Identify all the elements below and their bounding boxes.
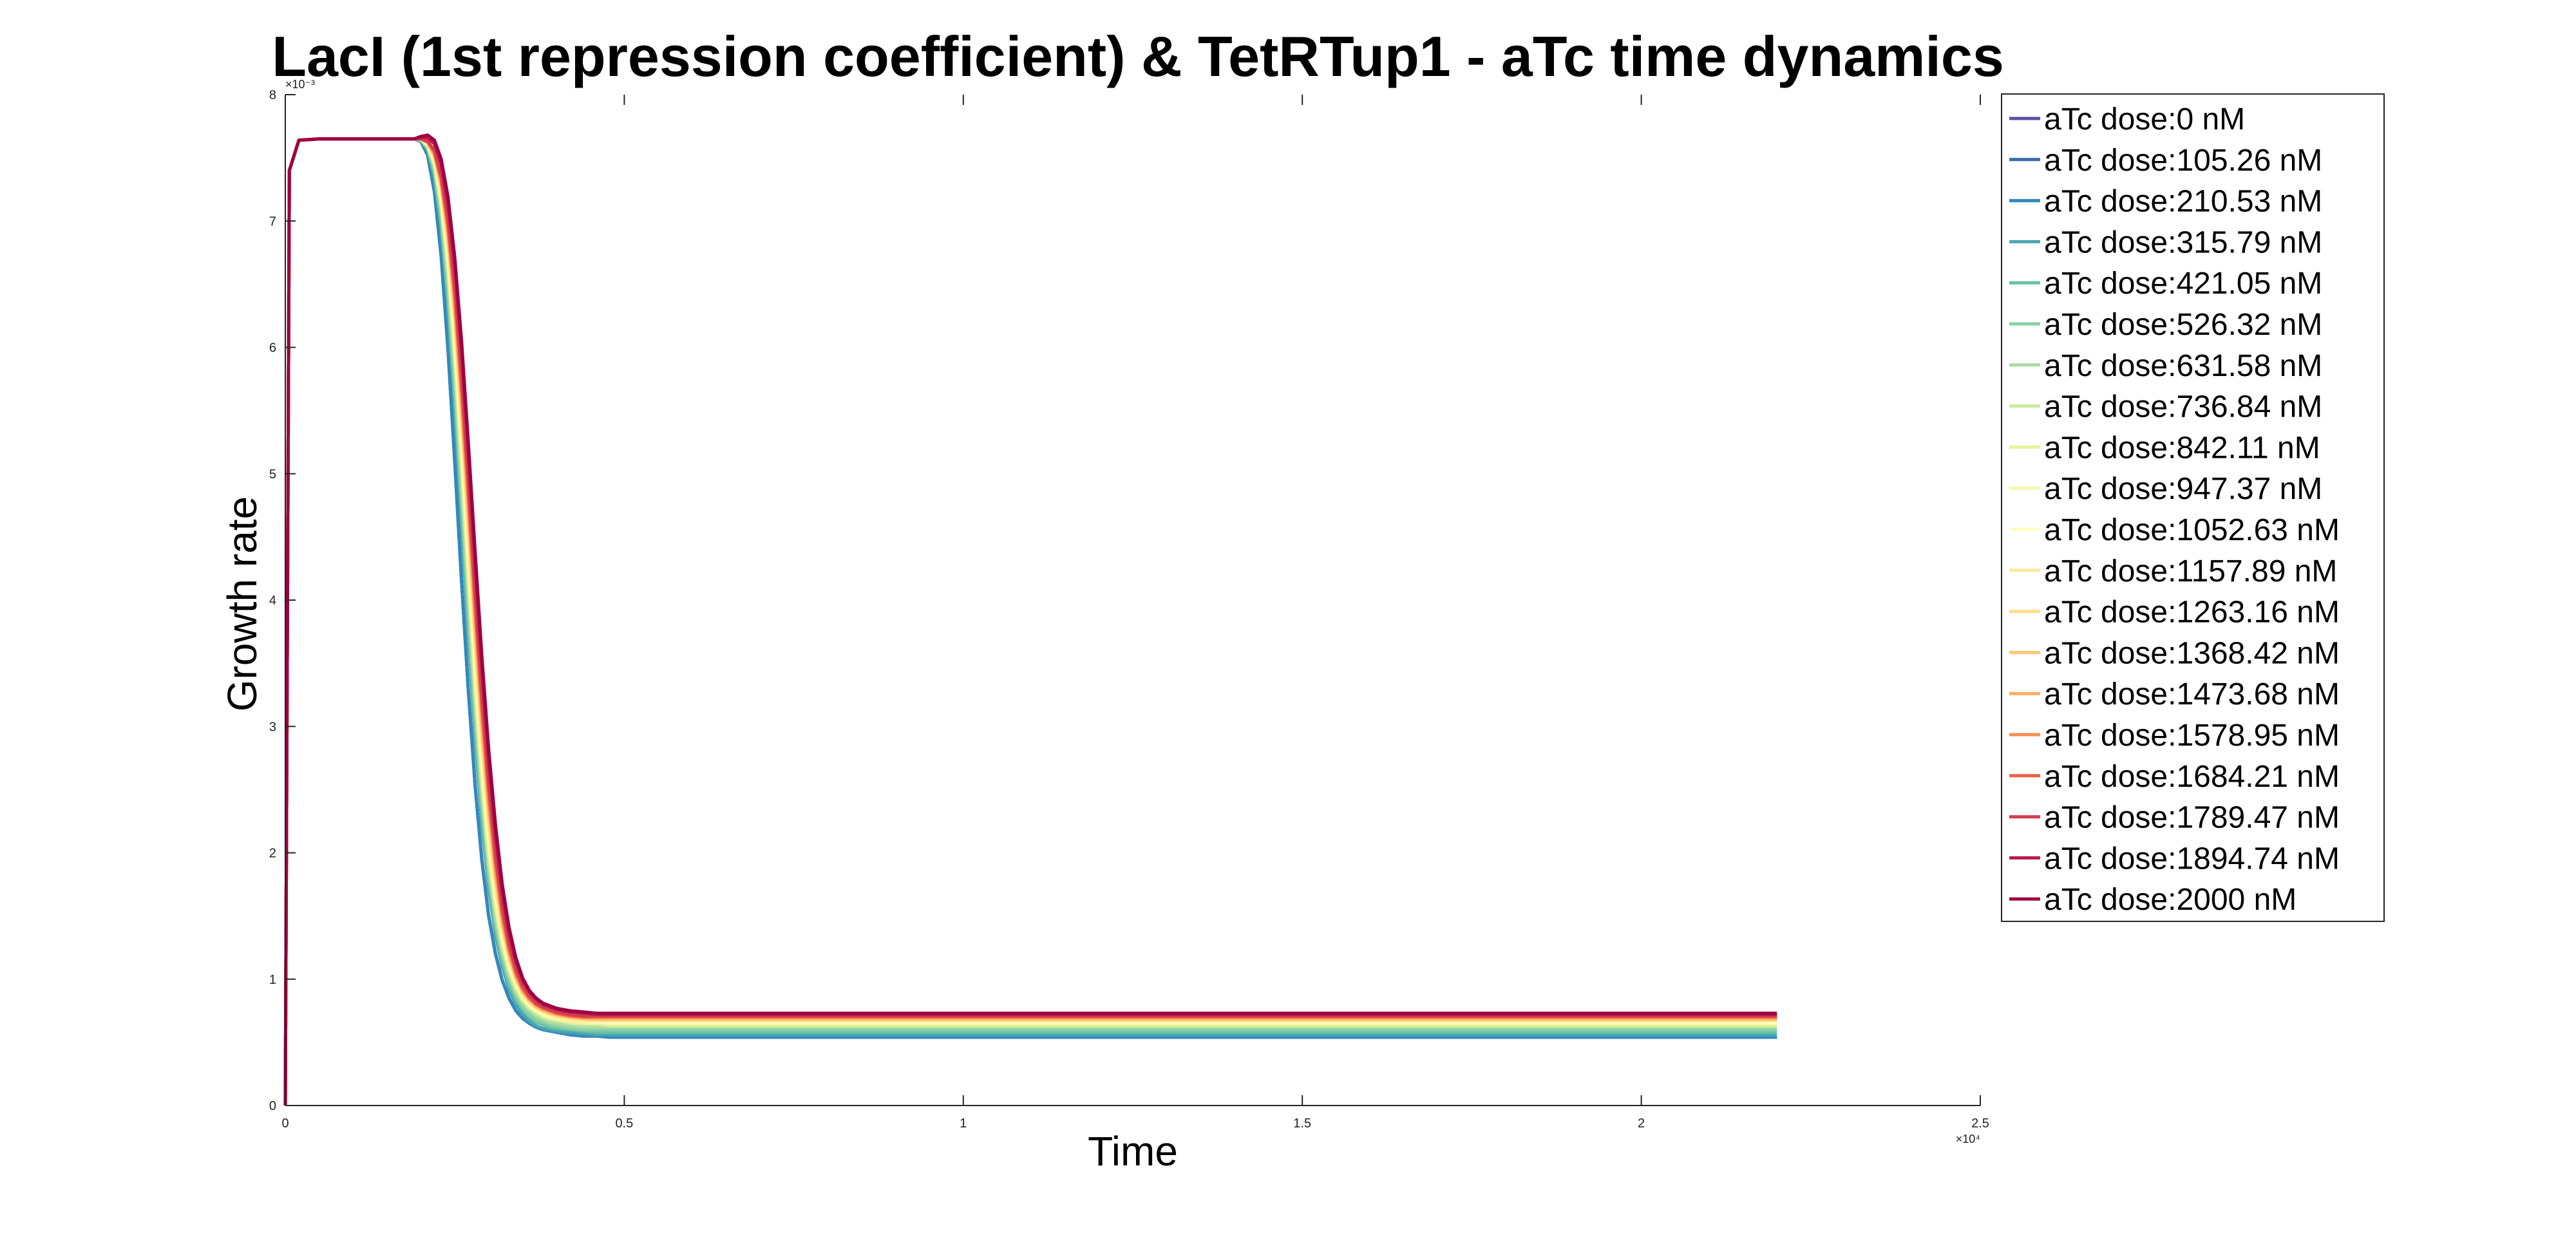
x-exponent-label: ×10⁴ [1956,1133,1980,1145]
x-tick-label-1: 0.5 [615,1116,633,1131]
y-tick-label-6: 6 [269,341,276,355]
legend-label-7: aTc dose:736.84 nM [2044,390,2322,424]
legend-label-8: aTc dose:842.11 nM [2044,431,2320,465]
x-tick-label-0: 0 [281,1116,289,1131]
legend-label-4: aTc dose:421.05 nM [2044,267,2322,301]
legend-label-1: aTc dose:105.26 nM [2044,144,2322,178]
y-tick-label-7: 7 [269,214,276,229]
y-ticks: 0 1 2 3 4 5 6 7 8 [269,88,296,1113]
legend-label-18: aTc dose:1894.74 nM [2044,842,2340,876]
legend-items: aTc dose:0 nM aTc dose:105.26 nM aTc dose:… [2009,102,2340,917]
x-axis-label: Time [1088,1128,1178,1174]
legend-label-3: aTc dose:315.79 nM [2044,225,2322,259]
legend-label-16: aTc dose:1684.21 nM [2044,760,2340,794]
legend-label-6: aTc dose:631.58 nM [2044,349,2322,383]
y-tick-label-3: 3 [269,720,276,734]
legend-label-19: aTc dose:2000 nM [2044,883,2297,917]
legend-label-14: aTc dose:1473.68 nM [2044,677,2340,711]
legend-label-15: aTc dose:1578.95 nM [2044,719,2340,753]
x-tick-label-4: 2 [1638,1116,1645,1131]
y-tick-label-2: 2 [269,847,276,861]
legend-label-2: aTc dose:210.53 nM [2044,185,2322,219]
legend-label-12: aTc dose:1263.16 nM [2044,596,2340,630]
legend-label-10: aTc dose:1052.63 nM [2044,513,2340,547]
chart-title: LacI (1st repression coefficient) & TetR… [272,24,2004,88]
x-tick-label-3: 1.5 [1293,1116,1311,1131]
plot-area [285,95,1980,1106]
y-axis-label: Growth rate [219,496,265,711]
y-tick-label-1: 1 [269,973,276,987]
series-group [283,133,1777,1106]
y-exponent-label: ×10⁻³ [285,78,315,91]
series-line-19 [283,133,1777,1106]
x-tick-label-2: 1 [960,1116,967,1131]
legend: aTc dose:0 nM aTc dose:105.26 nM aTc dose:… [2001,93,2385,922]
y-tick-label-5: 5 [269,467,276,482]
y-tick-label-0: 0 [269,1099,276,1113]
legend-label-13: aTc dose:1368.42 nM [2044,636,2340,670]
series-line-2 [283,137,1777,1106]
legend-label-11: aTc dose:1157.89 nM [2044,554,2337,588]
legend-box [2001,93,2385,922]
y-tick-label-4: 4 [269,594,276,608]
y-tick-label-8: 8 [269,88,276,102]
legend-label-9: aTc dose:947.37 nM [2044,472,2322,506]
legend-label-17: aTc dose:1789.47 nM [2044,801,2340,835]
legend-label-5: aTc dose:526.32 nM [2044,308,2322,342]
x-tick-label-5: 2.5 [1971,1116,1989,1131]
legend-label-0: aTc dose:0 nM [2044,102,2245,136]
x-ticks: 0 0.5 1 1.5 2 2.5 [281,95,1989,1131]
